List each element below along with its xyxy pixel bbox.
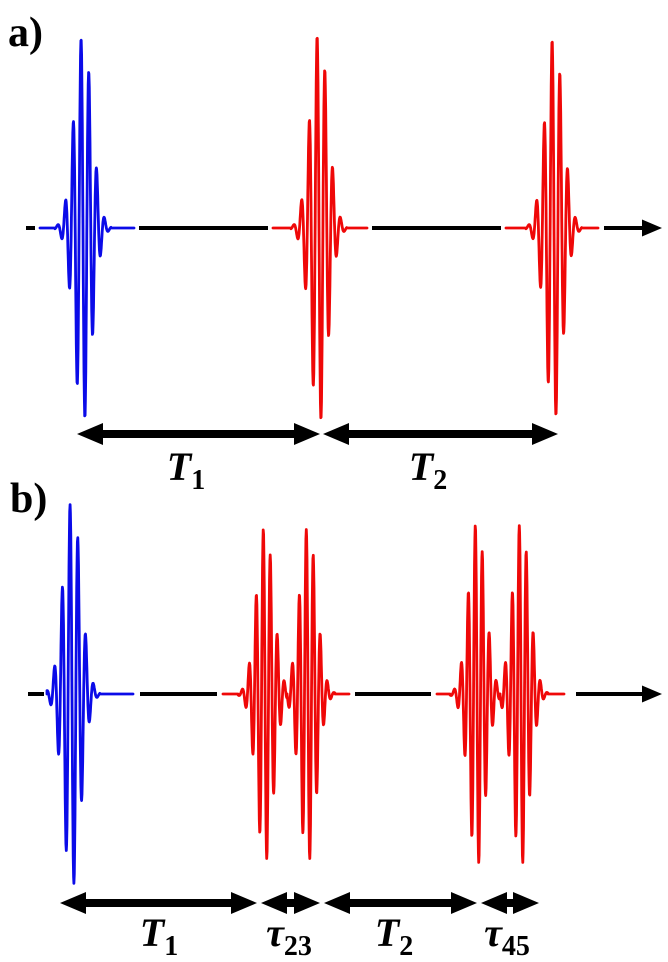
time-axis-arrowhead: [642, 219, 662, 237]
delay-label-T1: T1: [167, 444, 205, 496]
delay-label-main: τ: [484, 910, 503, 955]
delay-arrowhead-left: [481, 892, 507, 914]
delay-arrowhead-left: [324, 892, 350, 914]
wave-packet-b-pulse-1-blue: [45, 503, 135, 885]
delay-arrow-T2: T2: [324, 892, 477, 962]
delay-arrowhead-left: [60, 892, 86, 914]
delay-arrowhead-left: [77, 423, 103, 445]
panel-a: a)T1 T2: [8, 10, 662, 496]
delay-label-tau45: τ45: [484, 910, 530, 957]
wave-packet-a-pulse-2-red: [271, 36, 369, 420]
delay-label-T2: T2: [409, 444, 447, 496]
delay-arrowhead-left: [323, 423, 349, 445]
delay-label-subscript: 45: [502, 931, 530, 957]
delay-arrowhead-right: [532, 423, 558, 445]
delay-arrowhead-right: [294, 423, 320, 445]
delay-label-tau23: τ23: [266, 910, 312, 957]
delay-label-subscript: 1: [191, 465, 205, 496]
panel-b: b)T1 τ23 T2 τ45: [10, 476, 662, 962]
wave-packet-b-pulse-2-red: [221, 528, 289, 860]
time-axis: [28, 685, 662, 703]
delay-arrow-T1: T1: [60, 892, 257, 962]
time-axis-arrowhead: [642, 685, 662, 703]
delay-label-T1: T1: [140, 910, 178, 957]
wave-packet-a-pulse-1-blue: [38, 38, 136, 418]
delay-arrowhead-right: [451, 892, 477, 914]
delay-label-T2: T2: [375, 910, 413, 957]
delay-label-subscript: 2: [433, 465, 447, 496]
delay-label-main: T: [409, 444, 435, 489]
wave-packet-a-pulse-3-red: [504, 40, 600, 416]
delay-arrowhead-right: [231, 892, 257, 914]
panel-a-label: a): [8, 10, 43, 56]
delay-label-main: T: [140, 910, 166, 955]
delay-arrow-T1: T1: [77, 423, 320, 496]
delay-arrow-tau45: τ45: [481, 892, 539, 962]
wave-packet-b-pulse-5-red: [498, 524, 566, 864]
delay-label-main: τ: [266, 910, 285, 955]
delay-label-main: T: [375, 910, 401, 955]
time-axis: [26, 219, 662, 237]
delay-arrowhead-left: [261, 892, 287, 914]
delay-arrow-T2: T2: [323, 423, 558, 496]
wave-packet-b-pulse-4-red: [435, 524, 502, 864]
delay-label-subscript: 2: [399, 931, 413, 957]
delay-arrowhead-right: [294, 892, 320, 914]
delay-arrowhead-right: [513, 892, 539, 914]
delay-arrow-tau23: τ23: [261, 892, 320, 962]
delay-label-main: T: [167, 444, 193, 489]
wave-packet-b-pulse-3-red: [285, 528, 351, 860]
panel-b-label: b): [10, 476, 47, 522]
delay-label-subscript: 1: [164, 931, 178, 957]
delay-label-subscript: 23: [284, 931, 312, 957]
